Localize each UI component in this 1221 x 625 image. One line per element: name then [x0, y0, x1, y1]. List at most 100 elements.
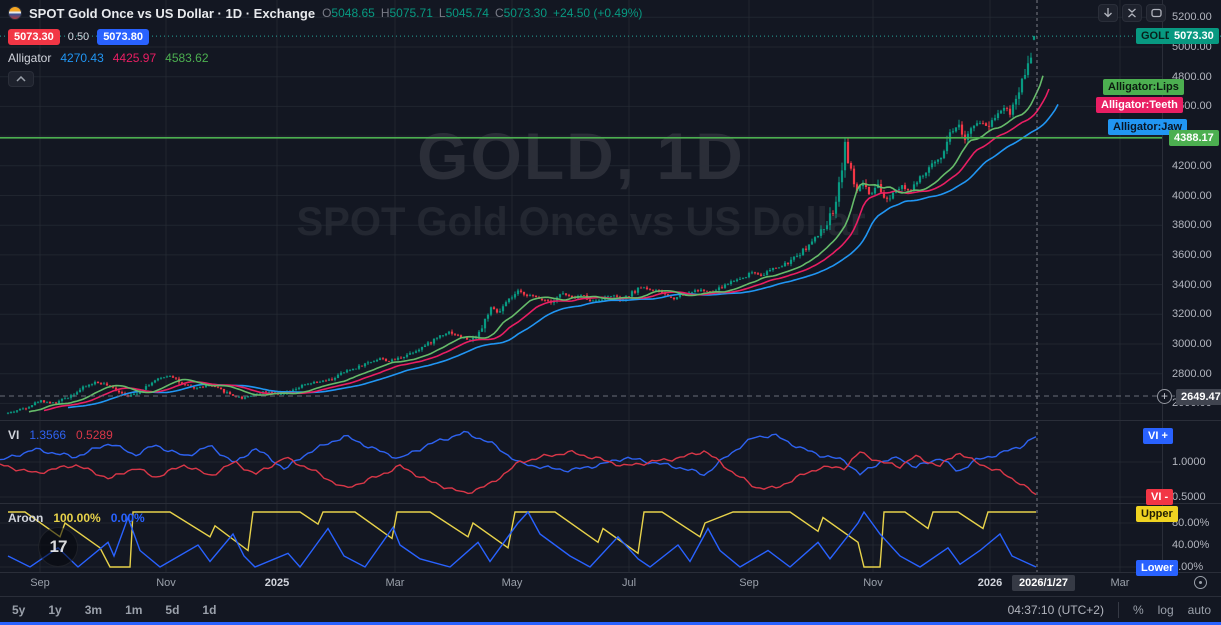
- time-tick-year: 2025: [264, 577, 290, 589]
- vi-minus-value: 0.5289: [76, 428, 113, 442]
- countdown-price-badge[interactable]: 2649.47: [1176, 389, 1221, 405]
- bid-price-badge[interactable]: 5073.30: [8, 28, 60, 45]
- legend: SPOT Gold Once vs US Dollar · 1D · Excha…: [8, 5, 642, 87]
- date-range-buttons: 5y 1y 3m 1m 5d 1d: [12, 603, 216, 617]
- close-value: 5073.30: [503, 6, 548, 20]
- alligator-lips-value: 4583.62: [165, 51, 209, 65]
- aroon-pane-legend[interactable]: Aroon 100.00% 0.00%: [8, 511, 145, 525]
- aroon-tick-label: 0.00%: [1172, 561, 1204, 573]
- alligator-indicator-name[interactable]: Alligator: [8, 51, 52, 65]
- last-price-badge[interactable]: 5073.30: [1169, 28, 1219, 44]
- ohlc-values: O5048.65 H5075.71 L5045.74 C5073.30 +24.…: [322, 6, 642, 20]
- tradingview-logo-glyph: 17: [49, 537, 68, 556]
- price-tick-label: 3800.00: [1172, 219, 1212, 232]
- pane-controls: [1098, 4, 1166, 22]
- maximize-pane-icon: [1150, 8, 1162, 18]
- scale-buttons: % log auto: [1133, 603, 1211, 617]
- bottom-accent-strip: [0, 622, 1221, 625]
- add-alert-icon[interactable]: +: [1157, 389, 1172, 404]
- time-tick-month: Nov: [863, 577, 883, 589]
- time-tick-month: Sep: [739, 577, 759, 589]
- aroon-tick-label: 40.00%: [1172, 539, 1210, 551]
- bottom-toolbar: 5y 1y 3m 1m 5d 1d 04:37:10 (UTC+2) % log auto: [0, 596, 1221, 622]
- low-value: 5045.74: [445, 6, 489, 20]
- range-button-5d[interactable]: 5d: [165, 602, 180, 617]
- range-button-3m[interactable]: 3m: [84, 602, 103, 617]
- toolbar-divider: [1117, 601, 1119, 618]
- aroon-upper-value: 100.00%: [53, 511, 101, 525]
- time-tick-month: May: [501, 577, 523, 589]
- time-tick-year: 2026: [977, 577, 1003, 589]
- vi-minus-badge[interactable]: VI -: [1146, 489, 1174, 505]
- range-button-5y[interactable]: 5y: [12, 602, 26, 617]
- price-tick-label: 5000.00: [1172, 41, 1212, 53]
- vi-plus-value: 1.3566: [29, 428, 67, 442]
- collapse-pane-button[interactable]: [1122, 4, 1142, 22]
- price-tick-label: 4200.00: [1172, 159, 1212, 172]
- symbol-name-badge: GOLD: [1136, 28, 1178, 44]
- legend-collapse-button[interactable]: [8, 71, 34, 87]
- low-label: L: [438, 6, 446, 20]
- ask-price-badge[interactable]: 5073.80: [97, 28, 149, 45]
- time-tick-month: Sep: [30, 577, 50, 589]
- pane-divider-aroon[interactable]: [0, 503, 1221, 504]
- change-value: +24.50 (+0.49%): [553, 6, 643, 20]
- vi-indicator-name[interactable]: VI: [8, 428, 20, 442]
- level-price-badge[interactable]: 4388.17: [1169, 130, 1219, 146]
- price-axis-border: [1162, 0, 1163, 572]
- price-tick-label: 4000.00: [1172, 189, 1212, 202]
- price-tick-label: 3400.00: [1172, 278, 1212, 291]
- vi-plus-badge[interactable]: VI +: [1143, 428, 1173, 444]
- time-tick-month: Nov: [156, 577, 176, 589]
- crosshair-date-badge: 2026/1/27: [1012, 575, 1075, 591]
- aroon-indicator-name[interactable]: Aroon: [8, 511, 44, 525]
- spread-value: 0.50: [67, 30, 90, 43]
- high-value: 5075.71: [389, 6, 433, 20]
- price-tick-label: 3000.00: [1172, 338, 1212, 350]
- alligator-legend[interactable]: Alligator 4270.43 4425.97 4583.62: [8, 51, 642, 65]
- symbol-title[interactable]: SPOT Gold Once vs US Dollar · 1D · Excha…: [29, 5, 316, 21]
- alligator-teeth-value: 4425.97: [112, 51, 157, 65]
- tradingview-logo[interactable]: 17: [38, 527, 78, 567]
- time-tick-month: Jul: [621, 577, 637, 589]
- pane-divider-vi[interactable]: [0, 420, 1221, 421]
- scale-button-log[interactable]: log: [1157, 602, 1174, 617]
- vi-tick-label: 1.0000: [1172, 456, 1206, 468]
- arrow-down-icon: [1104, 8, 1112, 18]
- vi-pane-legend[interactable]: VI 1.3566 0.5289: [8, 428, 113, 442]
- price-tick-label: 3600.00: [1172, 248, 1212, 261]
- range-button-1y[interactable]: 1y: [48, 602, 62, 617]
- time-axis-border: [0, 572, 1221, 573]
- high-label: H: [380, 6, 390, 20]
- time-axis[interactable]: Sep Nov 2025 Mar May Jul Sep Nov 2026 Mar 2026/1/…: [0, 573, 1221, 595]
- clock-icon[interactable]: [1194, 576, 1207, 589]
- price-tick-label: 5200.00: [1172, 11, 1212, 24]
- scale-button-percent[interactable]: %: [1132, 602, 1144, 617]
- maximize-pane-button[interactable]: [1146, 4, 1166, 22]
- aroon-tick-label: 80.00%: [1172, 517, 1210, 529]
- open-label: O: [322, 6, 332, 20]
- vi-tick-label: 0.5000: [1172, 491, 1206, 503]
- price-tick-label: 2800.00: [1172, 367, 1212, 380]
- close-label: C: [494, 6, 504, 20]
- symbol-logo-icon: [8, 6, 22, 20]
- range-button-1d[interactable]: 1d: [202, 602, 217, 617]
- time-tick-month: Mar: [385, 577, 405, 589]
- scale-button-auto[interactable]: auto: [1187, 602, 1211, 617]
- aroon-lower-value: 0.00%: [110, 511, 145, 525]
- session-clock[interactable]: 04:37:10 (UTC+2): [1007, 602, 1104, 617]
- collapse-panes-icon: [1128, 8, 1136, 18]
- scroll-to-latest-button[interactable]: [1098, 4, 1118, 22]
- alligator-lips-badge[interactable]: Alligator:Lips: [1103, 79, 1184, 95]
- range-button-1m[interactable]: 1m: [125, 602, 143, 617]
- alligator-teeth-badge[interactable]: Alligator:Teeth: [1096, 97, 1183, 113]
- open-value: 5048.65: [331, 6, 375, 20]
- chevron-up-icon: [16, 76, 26, 82]
- aroon-upper-badge[interactable]: Upper: [1136, 506, 1178, 522]
- price-tick-label: 3200.00: [1172, 308, 1212, 321]
- time-tick-month: Mar: [1110, 577, 1130, 589]
- alligator-jaw-badge[interactable]: Alligator:Jaw: [1108, 119, 1188, 135]
- aroon-lower-badge[interactable]: Lower: [1136, 560, 1179, 576]
